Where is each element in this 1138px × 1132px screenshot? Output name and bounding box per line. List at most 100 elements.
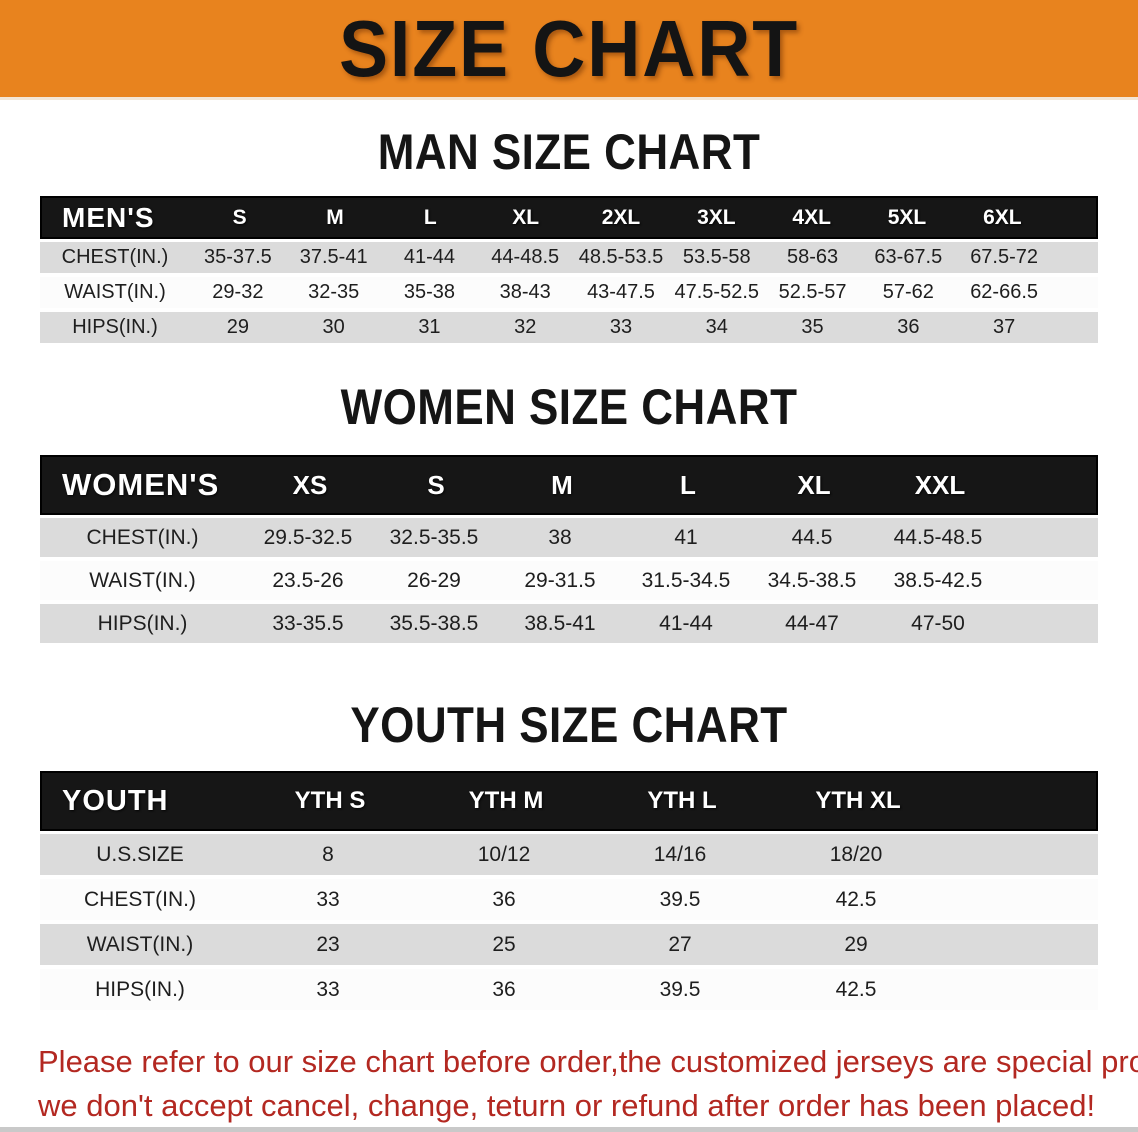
size-column-header: 3XL <box>697 205 736 229</box>
measurement-label: HIPS(IN.) <box>95 977 185 1001</box>
measurement-value: 29-31.5 <box>524 568 596 592</box>
measurement-value: 31.5-34.5 <box>641 568 731 592</box>
banner-title: SIZE CHART <box>339 3 799 93</box>
measurement-value: 30 <box>322 316 345 338</box>
measurement-value: 35 <box>801 316 824 338</box>
measurement-value: 27 <box>668 932 692 956</box>
measurement-value: 32 <box>514 316 537 338</box>
measurement-value: 31 <box>418 316 441 338</box>
measurement-value: 39.5 <box>659 977 701 1001</box>
measurement-label: CHEST(IN.) <box>61 246 169 268</box>
measurement-value: 37.5-41 <box>299 246 368 268</box>
disclaimer-line-1: Please refer to our size chart before or… <box>38 1044 1138 1079</box>
section-women: WOMEN SIZE CHART WOMEN'S XS S M L XL XXL CHEST(… <box>0 381 1138 643</box>
size-column-header: L <box>423 205 437 229</box>
measurement-value: 38-43 <box>499 281 551 303</box>
table-row: HIPS(IN.) 29 30 31 32 33 34 35 36 37 <box>40 312 1098 343</box>
measurement-value: 41 <box>674 525 698 549</box>
measurement-value: 29.5-32.5 <box>263 525 353 549</box>
measurement-value: 23 <box>316 932 340 956</box>
measurement-value: 47-50 <box>911 611 965 635</box>
measurement-value: 44.5 <box>791 525 833 549</box>
measurement-value: 41-44 <box>659 611 713 635</box>
size-column-header: 4XL <box>792 205 831 229</box>
table-header-row: MEN'S S M L XL 2XL 3XL 4XL 5XL 6XL <box>40 196 1098 239</box>
measurement-value: 29 <box>226 316 249 338</box>
size-column-header: 5XL <box>887 205 927 229</box>
size-column-header: 6XL <box>983 205 1022 229</box>
measurement-label: U.S.SIZE <box>96 842 184 866</box>
measurement-value: 35-38 <box>403 281 456 303</box>
size-column-header: YTH M <box>468 787 544 814</box>
size-column-header: XS <box>292 469 328 500</box>
size-column-header: XL <box>797 469 831 500</box>
size-column-header: M <box>326 205 344 229</box>
section-youth: YOUTH SIZE CHART YOUTH YTH S YTH M YTH L YTH… <box>0 699 1138 1010</box>
table-row: HIPS(IN.) 33-35.5 35.5-38.5 38.5-41 41-44 44-… <box>40 604 1098 643</box>
table-rows: CHEST(IN.) 35-37.5 37.5-41 41-44 44-48.5 48.5… <box>40 239 1098 343</box>
measurement-label: WAIST(IN.) <box>64 281 166 303</box>
table-row: CHEST(IN.) 35-37.5 37.5-41 41-44 44-48.5 48.5… <box>40 242 1098 273</box>
image-bottom-edge <box>0 1127 1138 1132</box>
measurement-value: 33-35.5 <box>272 611 344 635</box>
measurement-value: 39.5 <box>659 887 701 911</box>
measurement-value: 36 <box>492 887 516 911</box>
table-rows: U.S.SIZE 8 10/12 14/16 18/20 CHEST(IN.) 33 36 39… <box>40 831 1098 1010</box>
measurement-value: 57-62 <box>882 281 934 303</box>
size-column-header: XXL <box>914 469 966 500</box>
size-column-header: YTH S <box>294 787 366 814</box>
measurement-value: 43-47.5 <box>587 281 655 303</box>
size-column-header: S <box>232 205 247 229</box>
size-column-header: YTH L <box>647 787 717 814</box>
measurement-value: 26-29 <box>407 568 461 592</box>
measurement-value: 33 <box>609 316 633 338</box>
table-rows: CHEST(IN.) 29.5-32.5 32.5-35.5 38 41 44.5 44.5… <box>40 515 1098 643</box>
measurement-value: 33 <box>316 977 340 1001</box>
measurement-value: 44-47 <box>785 611 839 635</box>
measurement-value: 53.5-58 <box>682 246 751 268</box>
size-column-header: L <box>680 469 696 500</box>
men-size-table: MEN'S S M L XL 2XL 3XL 4XL 5XL 6XL CHEST(IN.) 35-37… <box>40 196 1098 343</box>
size-column-header: S <box>427 469 445 500</box>
measurement-value: 18/20 <box>829 842 883 866</box>
size-column-header: YTH XL <box>815 787 901 814</box>
measurement-value: 36 <box>897 316 920 338</box>
measurement-value: 36 <box>492 977 516 1001</box>
women-section-heading: WOMEN SIZE CHART <box>340 379 798 435</box>
measurement-label: HIPS(IN.) <box>72 316 158 338</box>
size-column-header: 2XL <box>601 205 641 229</box>
measurement-value: 29-32 <box>212 281 264 303</box>
table-row: CHEST(IN.) 33 36 39.5 42.5 <box>40 879 1098 920</box>
measurement-value: 38.5-41 <box>524 611 596 635</box>
table-title-label: MEN'S <box>62 201 155 233</box>
measurement-value: 32.5-35.5 <box>389 525 479 549</box>
measurement-value: 34 <box>705 316 728 338</box>
measurement-value: 38 <box>548 525 572 549</box>
measurement-value: 14/16 <box>653 842 707 866</box>
banner: SIZE CHART <box>0 0 1138 100</box>
measurement-label: HIPS(IN.) <box>97 611 188 635</box>
size-column-header: XL <box>512 205 540 229</box>
measurement-value: 25 <box>492 932 516 956</box>
women-size-table: WOMEN'S XS S M L XL XXL CHEST(IN.) 29.5-32.5 32.5… <box>40 455 1098 643</box>
measurement-value: 34.5-38.5 <box>767 568 857 592</box>
measurement-value: 8 <box>322 842 334 866</box>
size-column-header: M <box>551 469 573 500</box>
measurement-value: 42.5 <box>835 887 877 911</box>
measurement-label: WAIST(IN.) <box>89 568 196 592</box>
measurement-value: 33 <box>316 887 340 911</box>
measurement-value: 44.5-48.5 <box>893 525 983 549</box>
men-section-heading: MAN SIZE CHART <box>377 124 761 180</box>
measurement-value: 62-66.5 <box>970 281 1039 303</box>
youth-size-table: YOUTH YTH S YTH M YTH L YTH XL U.S.SIZE 8 10/12… <box>40 771 1098 1010</box>
measurement-label: CHEST(IN.) <box>86 525 199 549</box>
measurement-label: CHEST(IN.) <box>84 887 196 911</box>
table-row: WAIST(IN.) 23 25 27 29 <box>40 924 1098 965</box>
measurement-value: 48.5-53.5 <box>578 246 664 268</box>
table-row: WAIST(IN.) 29-32 32-35 35-38 38-43 43-47.5 47.… <box>40 277 1098 308</box>
measurement-value: 35.5-38.5 <box>389 611 479 635</box>
measurement-value: 47.5-52.5 <box>674 281 760 303</box>
table-row: WAIST(IN.) 23.5-26 26-29 29-31.5 31.5-34.5 34… <box>40 561 1098 600</box>
measurement-value: 52.5-57 <box>778 281 847 303</box>
